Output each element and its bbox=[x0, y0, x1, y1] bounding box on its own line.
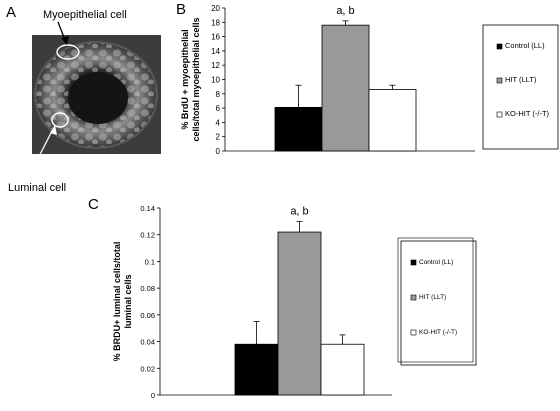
chart-b: 0 2 4 6 8 10 12 14 16 18 20 % BrdU + myoepithelialc… bbox=[180, 4, 559, 156]
legend-swatch-2 bbox=[410, 294, 417, 301]
bar-2 bbox=[321, 24, 370, 152]
y-axis-label: % BrdU + myoepithelialcells/total myoepi… bbox=[180, 17, 201, 141]
y-tick-label: 0 bbox=[151, 391, 155, 400]
legend-entry-3: KO-HIT (-/-T) bbox=[505, 109, 550, 118]
y-tick-label: 0.14 bbox=[140, 204, 155, 213]
panel-a-letter: A bbox=[6, 4, 16, 21]
luminal-arrow bbox=[27, 125, 57, 179]
legend-entry-1: Control (LL) bbox=[419, 259, 453, 266]
y-axis-label-line-2: luminal cells bbox=[123, 274, 133, 328]
y-tick-label: 0.08 bbox=[140, 284, 155, 293]
legend-b bbox=[482, 24, 559, 150]
y-tick-label: 0.06 bbox=[140, 311, 155, 320]
y-tick-label: 12 bbox=[211, 61, 220, 70]
legend-entry-3: KO-HIT (-/-T) bbox=[419, 329, 457, 336]
y-tick-label: 18 bbox=[211, 18, 220, 27]
bar-3 bbox=[320, 343, 365, 396]
y-tick-label: 0.02 bbox=[140, 364, 155, 373]
legend-c-shadow bbox=[397, 237, 474, 363]
myoepithelial-cell-label: Myoepithelial cell bbox=[43, 9, 127, 21]
panel-c: C 0 0.02 0.04 0.06 0.08 0.1 0.12 0.14 % BRDU+ lu… bbox=[88, 196, 477, 400]
y-tick-label: 8 bbox=[216, 90, 221, 99]
panel-a: A Myoepithelial cell Luminal cell bbox=[6, 4, 161, 194]
y-tick-label: 14 bbox=[211, 47, 220, 56]
legend-entry-1: Control (LL) bbox=[505, 41, 545, 50]
y-axis-label-line-1: % BRDU+ luminal cells/total bbox=[112, 242, 122, 362]
y-tick-label: 0 bbox=[216, 147, 221, 156]
y-axis-label-line-2: cells/total myoepithelial cells bbox=[191, 17, 201, 141]
y-tick-label: 4 bbox=[216, 118, 221, 127]
significance-annotation: a, b bbox=[336, 5, 354, 17]
legend-swatch-1 bbox=[410, 259, 417, 266]
y-axis-label: % BRDU+ luminal cells/totalluminal cells bbox=[112, 242, 133, 362]
bar-2 bbox=[277, 231, 322, 396]
legend-swatch-1 bbox=[496, 43, 503, 50]
y-tick-label: 10 bbox=[211, 76, 220, 85]
panel-b: B 0 2 4 6 8 10 12 14 16 18 20 % BrdU + myoepithelia… bbox=[176, 1, 559, 156]
luminal-cell-marker bbox=[51, 112, 69, 128]
y-tick-label: 0.04 bbox=[140, 338, 155, 347]
legend-swatch-3 bbox=[410, 329, 417, 336]
legend-swatch-2 bbox=[496, 77, 503, 84]
y-tick-label: 20 bbox=[211, 4, 220, 13]
bar-3 bbox=[368, 89, 417, 152]
y-tick-label: 0.1 bbox=[145, 257, 155, 266]
legend-swatch-3 bbox=[496, 111, 503, 118]
panel-b-letter: B bbox=[176, 1, 186, 18]
chart-c: 0 0.02 0.04 0.06 0.08 0.1 0.12 0.14 % BRDU+ lumi… bbox=[112, 204, 477, 400]
panel-c-letter: C bbox=[88, 196, 99, 213]
bar-1 bbox=[234, 343, 279, 396]
y-tick-label: 2 bbox=[216, 133, 221, 142]
myoepithelial-arrow bbox=[57, 21, 69, 45]
significance-annotation: a, b bbox=[290, 205, 308, 217]
luminal-cell-label: Luminal cell bbox=[8, 182, 66, 194]
y-axis-label-line-1: % BrdU + myoepithelial bbox=[180, 29, 190, 129]
legend-entry-2: HIT (LLT) bbox=[419, 294, 446, 301]
myoepithelial-cell-marker bbox=[56, 44, 80, 60]
legend-entry-2: HIT (LLT) bbox=[505, 75, 537, 84]
y-tick-label: 6 bbox=[216, 104, 221, 113]
micrograph-image bbox=[32, 35, 161, 154]
y-tick-label: 16 bbox=[211, 33, 220, 42]
bar-1 bbox=[274, 106, 323, 152]
y-tick-label: 0.12 bbox=[140, 231, 155, 240]
